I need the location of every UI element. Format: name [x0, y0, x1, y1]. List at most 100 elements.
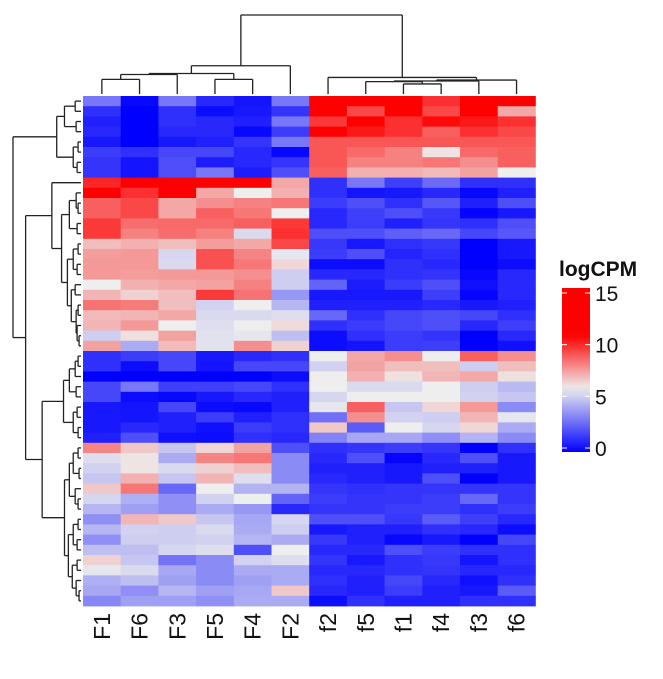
heatmap-cell — [460, 493, 499, 505]
heatmap-cell — [158, 289, 197, 301]
heatmap-cell — [271, 544, 310, 556]
heatmap-cell — [233, 371, 272, 382]
heatmap-cell — [497, 320, 536, 331]
column-label: f4 — [428, 613, 454, 632]
heatmap-cell — [158, 187, 197, 199]
heatmap-cell — [120, 340, 159, 352]
heatmap-cell — [497, 300, 536, 311]
heatmap-cell — [233, 330, 272, 342]
heatmap-cell — [422, 167, 461, 178]
heatmap-cell — [196, 463, 235, 474]
heatmap-cell — [346, 96, 385, 107]
heatmap-cell — [422, 575, 461, 586]
heatmap-cell — [233, 238, 272, 250]
heatmap-cell — [384, 371, 423, 382]
heatmap-cell — [271, 361, 310, 372]
heatmap-cell — [497, 504, 536, 515]
heatmap-cell — [460, 300, 499, 311]
row-dendrogram — [12, 100, 81, 602]
heatmap-cell — [497, 116, 536, 127]
heatmap-cell — [83, 310, 122, 321]
heatmap-cell — [120, 504, 159, 515]
heatmap-cell — [83, 198, 122, 209]
heatmap-cell — [346, 463, 385, 474]
heatmap-cell — [233, 167, 272, 178]
heatmap-cell — [309, 208, 348, 219]
heatmap-cell — [196, 432, 235, 444]
heatmap-cell — [83, 453, 122, 464]
heatmap-cell — [233, 106, 272, 117]
heatmap-cell — [233, 453, 272, 464]
heatmap-cell — [497, 106, 536, 117]
heatmap-cell — [233, 402, 272, 413]
legend-ticks: 0 5 10 15 — [562, 283, 618, 461]
heatmap-cell — [120, 167, 159, 178]
heatmap-cell — [346, 565, 385, 576]
heatmap-cell — [422, 422, 461, 433]
heatmap-cell — [422, 371, 461, 382]
heatmap-cell — [346, 412, 385, 423]
heatmap-cell — [83, 259, 122, 270]
heatmap-cell — [460, 147, 499, 158]
heatmap-cell — [422, 524, 461, 535]
heatmap-cell — [309, 422, 348, 433]
heatmap-cell — [460, 249, 499, 260]
heatmap-cell — [497, 565, 536, 576]
heatmap-cell — [497, 544, 536, 556]
heatmap-cell — [384, 412, 423, 423]
heatmap-cell — [271, 279, 310, 291]
heatmap-cell — [384, 504, 423, 515]
heatmap-cell — [346, 330, 385, 342]
heatmap-cell — [460, 340, 499, 352]
heatmap-cell — [120, 187, 159, 199]
heatmap-cell — [271, 147, 310, 158]
heatmap-cell — [158, 147, 197, 158]
heatmap-cell — [196, 320, 235, 331]
heatmap-cell — [271, 157, 310, 168]
heatmap-cell — [83, 126, 122, 138]
heatmap-cell — [120, 351, 159, 362]
heatmap-cell — [384, 106, 423, 117]
heatmap-cell — [196, 147, 235, 158]
heatmap-cell — [384, 544, 423, 556]
heatmap-cell — [384, 463, 423, 474]
heatmap-cell — [83, 187, 122, 199]
heatmap-cell — [196, 126, 235, 138]
heatmap-cell — [497, 279, 536, 291]
heatmap-cell — [309, 453, 348, 464]
heatmap-cell — [497, 147, 536, 158]
heatmap-cell — [309, 228, 348, 240]
heatmap-cell — [309, 116, 348, 127]
heatmap-cell — [271, 238, 310, 250]
heatmap-cell — [346, 238, 385, 250]
heatmap-cell — [346, 249, 385, 260]
heatmap-cell — [120, 442, 159, 454]
heatmap-cell — [196, 330, 235, 342]
heatmap-cell — [83, 330, 122, 342]
heatmap-cell — [196, 218, 235, 229]
heatmap-cell — [497, 473, 536, 484]
heatmap-cell — [460, 391, 499, 403]
heatmap-cell — [384, 595, 423, 607]
heatmap-cell — [158, 473, 197, 484]
heatmap-cell — [346, 442, 385, 454]
heatmap-cell — [346, 259, 385, 270]
heatmap-cell — [309, 218, 348, 229]
heatmap-cell — [158, 218, 197, 229]
heatmap-cell — [233, 391, 272, 403]
heatmap-cell — [309, 371, 348, 382]
heatmap-cell — [233, 310, 272, 321]
heatmap-cell — [422, 453, 461, 464]
heatmap-cell — [497, 402, 536, 413]
heatmap-cell — [271, 371, 310, 382]
heatmap-cell — [460, 177, 499, 189]
heatmap-cell — [497, 96, 536, 107]
heatmap-cell — [384, 351, 423, 362]
heatmap-cell — [460, 198, 499, 209]
heatmap-cell — [271, 300, 310, 311]
heatmap-cell — [422, 187, 461, 199]
heatmap-cell — [497, 126, 536, 138]
heatmap-cell — [309, 514, 348, 525]
heatmap-cell — [233, 555, 272, 566]
heatmap-cell — [158, 463, 197, 474]
